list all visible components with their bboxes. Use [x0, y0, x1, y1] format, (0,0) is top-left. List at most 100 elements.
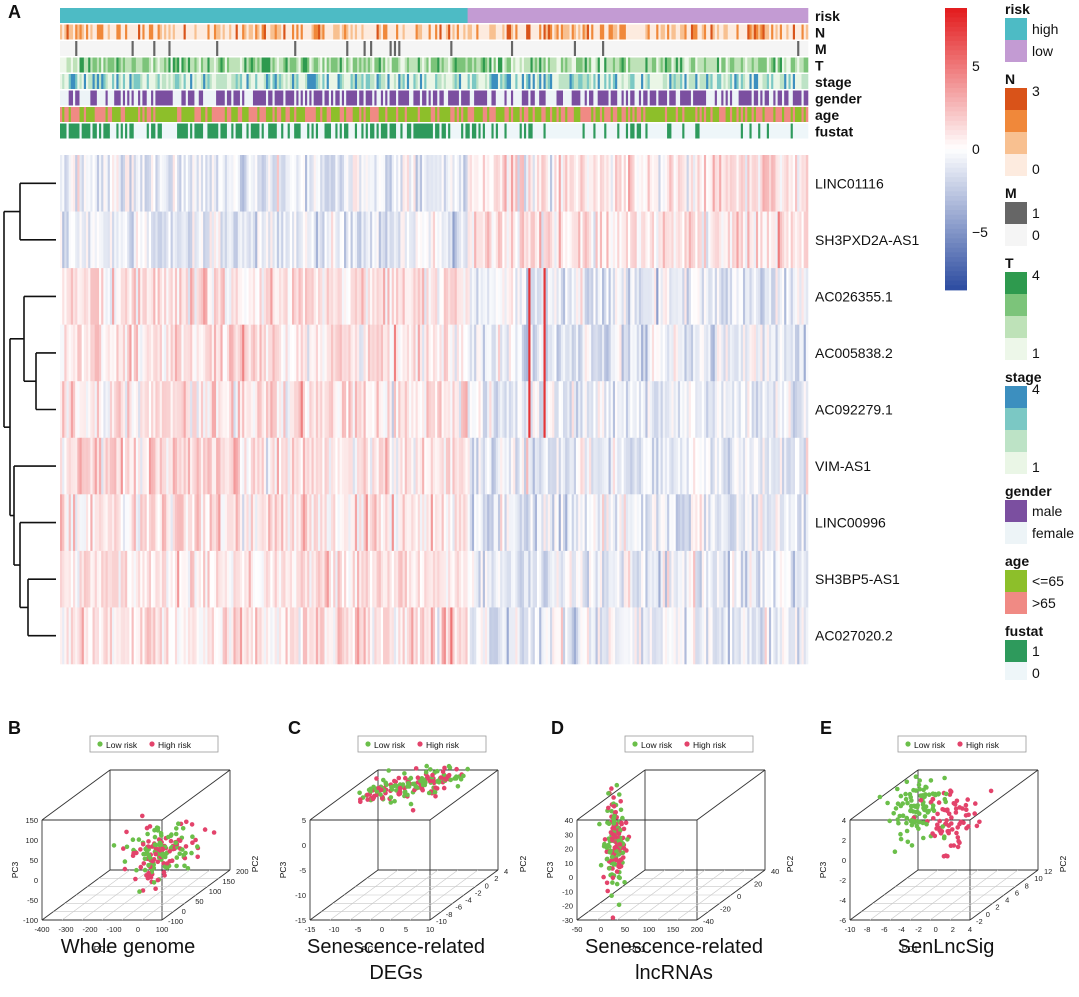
- heatmap-cell: [766, 268, 770, 325]
- annotation-cell: [684, 123, 696, 139]
- annotation-cell: [88, 57, 91, 73]
- heatmap-cell: [582, 268, 585, 325]
- heatmap-cell: [129, 324, 132, 382]
- heatmap-cell: [584, 607, 588, 665]
- color-scale-step: [945, 233, 967, 239]
- annotation-cell: [216, 57, 219, 73]
- heatmap-cell: [283, 437, 286, 495]
- heatmap-cell: [109, 155, 113, 212]
- heatmap-cell: [734, 324, 737, 382]
- annotation-cell: [331, 107, 340, 122]
- heatmap-cell: [649, 155, 653, 212]
- heatmap-cell: [283, 607, 286, 665]
- heatmap-cell: [432, 155, 436, 212]
- heatmap-cell: [68, 607, 72, 665]
- annotation-cell: [294, 74, 297, 89]
- color-scale-step: [945, 125, 967, 131]
- heatmap-cell: [690, 324, 694, 382]
- heatmap-cell: [259, 550, 262, 608]
- color-scale-step: [945, 247, 967, 253]
- heatmap-cell: [788, 437, 791, 495]
- pca-point-high-risk: [169, 858, 175, 863]
- heatmap-cell: [786, 550, 789, 608]
- annotation-cell: [172, 57, 176, 73]
- heatmap-cell: [528, 381, 531, 439]
- heatmap-cell: [413, 268, 416, 325]
- heatmap-cell: [387, 155, 390, 212]
- heatmap-cell: [591, 211, 594, 269]
- heatmap-cell: [396, 381, 399, 439]
- annotation-cell: [606, 74, 609, 89]
- heatmap-cell: [736, 607, 739, 665]
- heatmap-cell: [261, 268, 265, 325]
- heatmap-cell: [632, 268, 635, 325]
- heatmap-cell: [506, 607, 510, 665]
- heatmap-cell: [398, 437, 401, 495]
- heatmap-cell: [92, 381, 95, 439]
- heatmap-cell: [320, 155, 323, 212]
- annotation-cell: [641, 107, 644, 122]
- heatmap-cell: [181, 494, 184, 552]
- heatmap-cell: [268, 607, 271, 665]
- heatmap-cell: [402, 155, 406, 212]
- heatmap-cell: [148, 155, 152, 212]
- heatmap-cell: [159, 268, 163, 325]
- annotation-cell: [441, 123, 447, 139]
- heatmap-cell: [140, 550, 143, 608]
- annotation-cell: [344, 107, 347, 122]
- heatmap-cell: [645, 155, 648, 212]
- heatmap-cell: [153, 550, 156, 608]
- heatmap-cell: [68, 324, 72, 382]
- annotation-cell: [476, 74, 479, 89]
- heatmap-cell: [378, 607, 382, 665]
- annotation-cell: [179, 57, 182, 73]
- heatmap-cell: [198, 324, 202, 382]
- annotation-cell: [385, 57, 388, 73]
- heatmap-cell: [580, 324, 583, 382]
- heatmap-cell: [452, 324, 455, 382]
- heatmap-cell: [413, 381, 416, 439]
- heatmap-cell: [781, 211, 785, 269]
- heatmap-cell: [497, 155, 501, 212]
- annotation-cell: [270, 74, 273, 89]
- heatmap-cell: [103, 268, 106, 325]
- heatmap-cell: [300, 437, 304, 495]
- heatmap-cell: [508, 437, 512, 495]
- heatmap-cell: [194, 494, 197, 552]
- heatmap-cell: [508, 268, 512, 325]
- annotation-cell: [699, 74, 707, 89]
- heatmap-cell: [480, 268, 484, 325]
- heatmap-cell: [454, 550, 458, 608]
- heatmap-cell: [146, 324, 150, 382]
- heatmap-cell: [422, 381, 425, 439]
- heatmap-cell: [615, 381, 618, 439]
- annotation-cell: [129, 90, 132, 106]
- heatmap-cell: [515, 494, 518, 552]
- heatmap-cell: [116, 268, 119, 325]
- heatmap-cell: [374, 550, 377, 608]
- heatmap-cell: [656, 381, 659, 439]
- heatmap-cell: [727, 381, 731, 439]
- heatmap-cell: [584, 494, 588, 552]
- heatmap-cell: [289, 155, 293, 212]
- heatmap-cell: [309, 211, 312, 269]
- annotation-cell: [361, 107, 364, 122]
- heatmap-cell: [578, 550, 581, 608]
- heatmap-cell: [179, 155, 182, 212]
- heatmap-cell: [495, 268, 499, 325]
- heatmap-cell: [400, 268, 403, 325]
- annotation-cell: [461, 123, 464, 139]
- gene-label: VIM-AS1: [815, 458, 871, 474]
- heatmap-cell: [727, 324, 731, 382]
- heatmap-cell: [595, 155, 598, 212]
- heatmap-cell: [120, 381, 124, 439]
- heatmap-cell: [493, 155, 497, 212]
- heatmap-cell: [751, 607, 755, 665]
- heatmap-cell: [174, 437, 178, 495]
- heatmap-cell: [318, 211, 321, 269]
- heatmap-cell: [758, 494, 761, 552]
- annotation-cell: [595, 107, 601, 122]
- heatmap-cell: [289, 324, 293, 382]
- heatmap-cell: [135, 381, 139, 439]
- heatmap-cell: [328, 381, 332, 439]
